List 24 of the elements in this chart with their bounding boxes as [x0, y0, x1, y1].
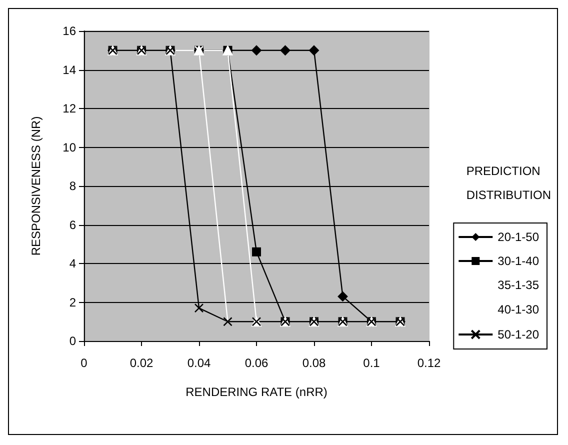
- x-tick-label: 0.12: [417, 356, 441, 370]
- y-tick-label: 4: [69, 256, 76, 270]
- x-tick-label: 0.08: [302, 356, 326, 370]
- x-tick-label: 0.02: [130, 356, 154, 370]
- y-tick-label: 14: [62, 62, 76, 77]
- text: 40-1-30: [498, 302, 540, 316]
- y-tick-label: 6: [69, 218, 76, 232]
- y-axis-title: RESPONSIVENESS (NR): [29, 116, 43, 256]
- x-tick-label: 0: [80, 356, 88, 370]
- legend-title: PREDICTION DISTRIBUTION: [466, 164, 552, 202]
- y-tick-label: 16: [62, 24, 76, 38]
- y-tick-label: 2: [69, 295, 76, 310]
- x-tick-label: 0.1: [363, 356, 380, 370]
- x-tick-label: 0.04: [187, 356, 211, 370]
- y-tick-label: 12: [62, 102, 76, 116]
- x-tick-label: 0.06: [244, 356, 268, 370]
- x-axis-title: RENDERING RATE (nRR): [186, 385, 328, 399]
- legend-label: 20-1-50: [498, 230, 540, 244]
- legend-label: 30-1-40: [498, 254, 540, 268]
- y-tick-label: 8: [69, 179, 76, 193]
- y-tick-label: 0: [69, 334, 76, 348]
- y-tick-label: 10: [62, 140, 76, 154]
- legend-label: 50-1-20: [498, 328, 540, 342]
- text: 35-1-35: [498, 278, 540, 292]
